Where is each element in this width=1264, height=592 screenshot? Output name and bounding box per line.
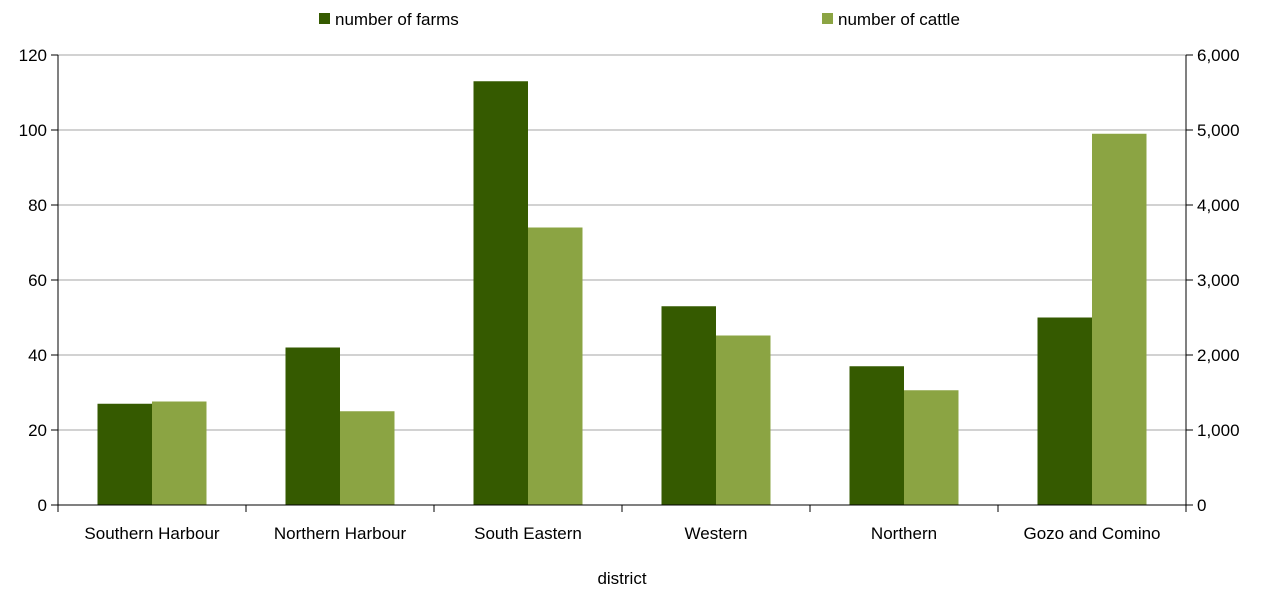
x-tick-label: Gozo and Comino — [1023, 524, 1160, 543]
axes — [51, 54, 1193, 512]
right-tick-label: 0 — [1197, 496, 1206, 515]
left-tick-label: 120 — [19, 46, 47, 65]
right-tick-label: 2,000 — [1197, 346, 1240, 365]
left-tick-label: 100 — [19, 121, 47, 140]
bar-farms-0 — [97, 403, 152, 505]
bars — [97, 81, 1147, 505]
x-tick-label: Western — [685, 524, 748, 543]
bar-cattle-0 — [152, 401, 207, 505]
x-tick-label: Northern Harbour — [274, 524, 407, 543]
legend-label-cattle: number of cattle — [838, 10, 960, 29]
bar-farms-5 — [1037, 317, 1092, 505]
left-tick-label: 40 — [28, 346, 47, 365]
bar-farms-1 — [285, 347, 340, 505]
left-tick-label: 0 — [38, 496, 47, 515]
gridlines — [58, 54, 1186, 431]
bar-cattle-5 — [1092, 133, 1147, 505]
bar-farms-2 — [473, 81, 528, 505]
right-tick-label: 3,000 — [1197, 271, 1240, 290]
left-tick-label: 60 — [28, 271, 47, 290]
legend: number of farms number of cattle — [319, 10, 960, 29]
bar-cattle-3 — [716, 335, 771, 505]
category-labels: Southern Harbour Northern Harbour South Ea… — [84, 524, 1160, 543]
left-tick-label: 80 — [28, 196, 47, 215]
bar-cattle-2 — [528, 227, 583, 505]
right-tick-label: 5,000 — [1197, 121, 1240, 140]
bar-cattle-4 — [904, 390, 959, 505]
left-tick-label: 20 — [28, 421, 47, 440]
x-tick-label: South Eastern — [474, 524, 582, 543]
x-axis-title: district — [597, 569, 646, 588]
x-tick-label: Northern — [871, 524, 937, 543]
right-axis-tick-labels: 0 1,000 2,000 3,000 4,000 5,000 6,000 — [1197, 46, 1240, 515]
x-tick-label: Southern Harbour — [84, 524, 219, 543]
right-tick-label: 1,000 — [1197, 421, 1240, 440]
bar-farms-3 — [661, 306, 716, 505]
left-axis-tick-labels: 0 20 40 60 80 100 120 — [19, 46, 47, 515]
bar-cattle-1 — [340, 411, 395, 505]
legend-swatch-cattle — [822, 13, 833, 24]
legend-swatch-farms — [319, 13, 330, 24]
legend-label-farms: number of farms — [335, 10, 459, 29]
right-tick-label: 6,000 — [1197, 46, 1240, 65]
bar-farms-4 — [849, 366, 904, 505]
right-tick-label: 4,000 — [1197, 196, 1240, 215]
